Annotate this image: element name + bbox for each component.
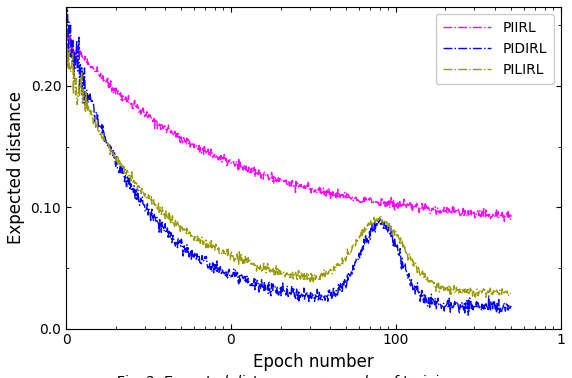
Line: PIIRL: PIIRL — [66, 31, 511, 222]
PILIRL — [90, 116, 97, 121]
Line: PIDIRL: PIDIRL — [66, 0, 511, 315]
PIDIRL — [446, 302, 453, 307]
PILIRL — [333, 263, 340, 268]
PIIRL — [400, 197, 407, 201]
PILIRL — [63, 61, 70, 65]
Legend: PIIRL, PIDIRL, PILIRL: PIIRL, PIDIRL, PILIRL — [435, 14, 554, 84]
PIDIRL — [347, 274, 353, 279]
PILIRL — [347, 253, 353, 257]
PILIRL — [64, 45, 71, 50]
Text: Fig. 2: Expected distance over epochs of training: Fig. 2: Expected distance over epochs of… — [116, 375, 456, 378]
PIIRL — [65, 28, 72, 33]
PIIRL — [63, 32, 70, 36]
Line: PILIRL: PILIRL — [66, 48, 511, 297]
PIDIRL — [321, 298, 328, 302]
PILIRL — [321, 274, 328, 279]
PILIRL — [400, 246, 407, 251]
PIIRL — [507, 212, 514, 217]
PIDIRL — [464, 313, 471, 318]
PIDIRL — [507, 304, 514, 308]
PIIRL — [321, 188, 328, 192]
PIDIRL — [63, 8, 70, 12]
PILIRL — [483, 295, 490, 299]
Y-axis label: Expected distance: Expected distance — [7, 91, 25, 244]
PIIRL — [446, 209, 453, 214]
PILIRL — [507, 291, 514, 296]
PILIRL — [446, 292, 453, 296]
PIIRL — [347, 196, 353, 200]
PIIRL — [333, 191, 340, 195]
PIDIRL — [400, 264, 407, 269]
X-axis label: Epoch number: Epoch number — [253, 353, 374, 371]
PIIRL — [501, 219, 508, 224]
PIIRL — [90, 67, 97, 71]
PIDIRL — [90, 106, 97, 110]
PIDIRL — [333, 292, 340, 297]
